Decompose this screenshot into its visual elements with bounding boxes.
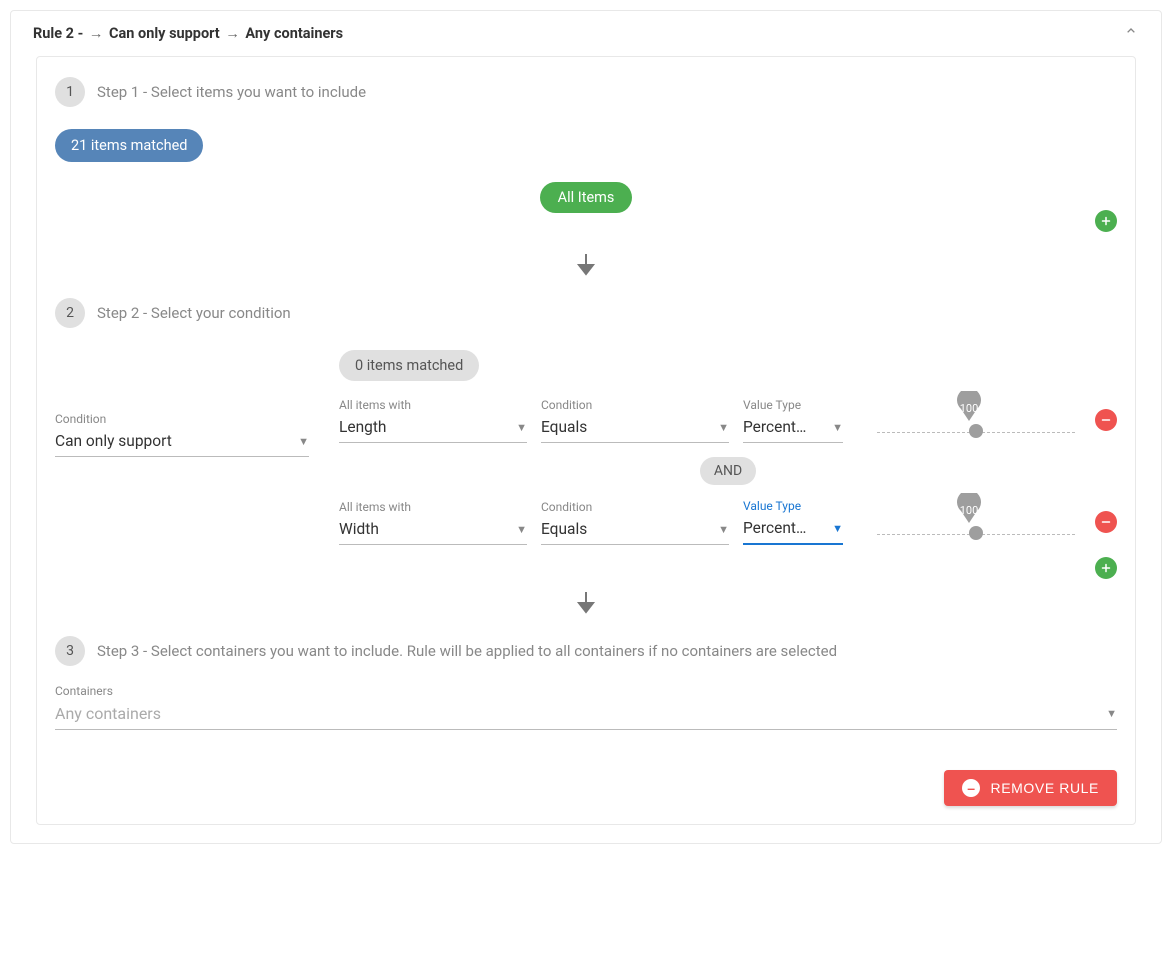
collapse-toggle[interactable] [1123, 23, 1139, 44]
condition-right-column: 0 items matched All items with Length ▼ … [339, 350, 1117, 579]
containers-field: Containers Any containers ▼ [55, 684, 1117, 730]
rule-title-part1: Can only support [109, 25, 220, 42]
value-slider[interactable]: 100 [857, 499, 1081, 545]
plus-icon [1100, 215, 1112, 227]
rule-condition-select[interactable]: Can only support ▼ [55, 428, 309, 457]
field-label: Value Type [743, 398, 843, 412]
condition-row: All items with Length ▼ Condition Equals… [339, 397, 1117, 443]
step2-header: 2 Step 2 - Select your condition [55, 298, 1117, 328]
chevron-up-icon [1123, 23, 1139, 39]
minus-circle-icon: – [962, 779, 980, 797]
plus-icon [1100, 562, 1112, 574]
caret-down-icon: ▼ [718, 421, 729, 434]
remove-rule-button[interactable]: – REMOVE RULE [944, 770, 1117, 806]
select-value: Equals [541, 418, 587, 436]
value-type-select[interactable]: Percent… ▼ [743, 515, 843, 545]
select-placeholder: Any containers [55, 704, 161, 723]
caret-down-icon: ▼ [298, 435, 309, 448]
rule-title-prefix: Rule 2 - [33, 25, 87, 42]
field-label: All items with [339, 500, 527, 514]
slider-value: 100 [960, 504, 979, 517]
caret-down-icon: ▼ [832, 522, 843, 535]
field-label: Value Type [743, 499, 843, 513]
slider-value: 100 [960, 402, 979, 415]
rule-title: Rule 2 - → Can only support → Any contai… [33, 25, 343, 42]
caret-down-icon: ▼ [718, 523, 729, 536]
add-filter-button[interactable] [1095, 210, 1117, 232]
rule-body: 1 Step 1 - Select items you want to incl… [36, 56, 1136, 825]
caret-down-icon: ▼ [1106, 707, 1117, 720]
select-value: Length [339, 418, 386, 436]
slider-thumb[interactable] [969, 424, 983, 438]
all-items-with-select[interactable]: Length ▼ [339, 414, 527, 443]
select-value: Percent… [743, 519, 806, 537]
caret-down-icon: ▼ [832, 421, 843, 434]
field-label: Containers [55, 684, 1117, 698]
condition-block: Condition Can only support ▼ 0 items mat… [55, 350, 1117, 579]
flow-arrow [55, 247, 1117, 280]
select-value: Percent… [743, 418, 806, 436]
arrow-icon: → [87, 25, 106, 42]
select-value: Equals [541, 520, 587, 538]
flow-arrow [55, 585, 1117, 618]
step3-text: Step 3 - Select containers you want to i… [97, 642, 837, 660]
matched-items-chip-zero: 0 items matched [339, 350, 479, 381]
rule-title-part2: Any containers [245, 25, 343, 42]
arrow-down-icon [574, 252, 598, 280]
minus-icon [1100, 516, 1112, 528]
remove-rule-label: REMOVE RULE [990, 780, 1099, 796]
field-label: All items with [339, 398, 527, 412]
condition-row: All items with Width ▼ Condition Equals … [339, 499, 1117, 545]
field-label: Condition [541, 398, 729, 412]
slider-thumb[interactable] [969, 526, 983, 540]
minus-icon [1100, 414, 1112, 426]
condition-left-column: Condition Can only support ▼ [55, 350, 309, 457]
value-type-select[interactable]: Percent… ▼ [743, 414, 843, 443]
step2-number: 2 [55, 298, 85, 328]
remove-condition-button[interactable] [1095, 511, 1117, 533]
value-slider[interactable]: 100 [857, 397, 1081, 443]
and-chip: AND [700, 457, 756, 485]
step1-number: 1 [55, 77, 85, 107]
arrow-icon: → [223, 25, 242, 42]
all-items-with-select[interactable]: Width ▼ [339, 516, 527, 545]
select-value: Can only support [55, 432, 172, 450]
caret-down-icon: ▼ [516, 421, 527, 434]
add-condition-button[interactable] [1095, 557, 1117, 579]
field-label: Condition [55, 412, 309, 426]
step1-header: 1 Step 1 - Select items you want to incl… [55, 77, 1117, 107]
containers-select[interactable]: Any containers ▼ [55, 700, 1117, 730]
select-value: Width [339, 520, 379, 538]
rule-panel: Rule 2 - → Can only support → Any contai… [10, 10, 1162, 844]
operator-select[interactable]: Equals ▼ [541, 516, 729, 545]
operator-select[interactable]: Equals ▼ [541, 414, 729, 443]
caret-down-icon: ▼ [516, 523, 527, 536]
matched-items-chip[interactable]: 21 items matched [55, 129, 203, 162]
step3-header: 3 Step 3 - Select containers you want to… [55, 636, 1117, 666]
field-label: Condition [541, 500, 729, 514]
step2-text: Step 2 - Select your condition [97, 304, 291, 322]
remove-condition-button[interactable] [1095, 409, 1117, 431]
logical-join: AND [339, 457, 1117, 485]
step3-number: 3 [55, 636, 85, 666]
step1-text: Step 1 - Select items you want to includ… [97, 83, 366, 101]
rule-condition-field: Condition Can only support ▼ [55, 412, 309, 457]
arrow-down-icon [574, 590, 598, 618]
rule-header[interactable]: Rule 2 - → Can only support → Any contai… [11, 11, 1161, 56]
all-items-chip[interactable]: All Items [540, 182, 633, 213]
